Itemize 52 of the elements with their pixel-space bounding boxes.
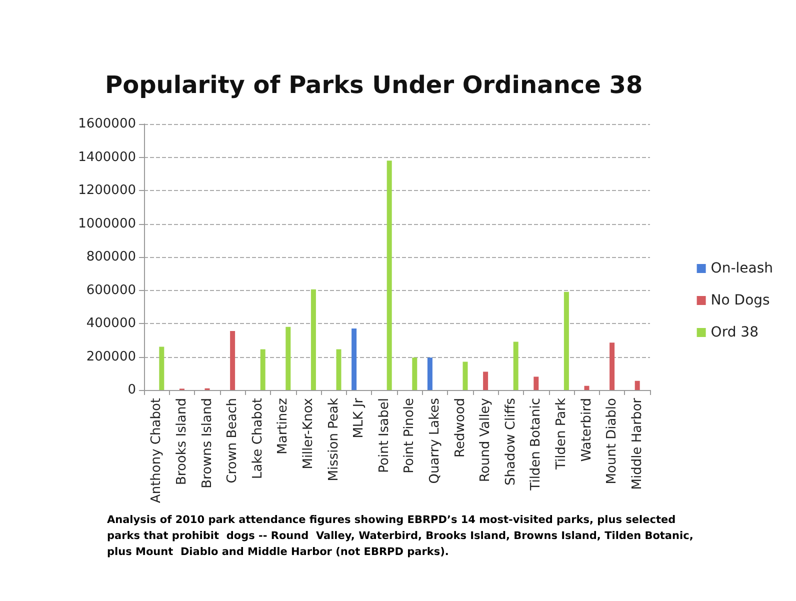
- x-tick-label: Mount Diablo: [604, 398, 620, 484]
- bar: [534, 376, 539, 390]
- x-tick-label: Point Pinole: [402, 398, 418, 474]
- bar: [584, 386, 590, 390]
- x-tick-label: MLK Jr: [352, 397, 367, 438]
- bar: [230, 330, 236, 390]
- bar: [427, 358, 432, 390]
- bar: [412, 358, 418, 390]
- x-tick-label: Miller-Knox: [300, 398, 316, 470]
- x-tick-label: Brooks Island: [174, 398, 190, 485]
- bar: [336, 349, 342, 390]
- y-tick-label: 600000: [86, 282, 136, 298]
- x-tick-label: Anthony Chabot: [149, 398, 164, 504]
- bar: [564, 292, 569, 390]
- bar: [483, 372, 488, 390]
- bar: [159, 346, 164, 390]
- text: Analysis of 2010 park attendance figures showing EBRPD’s 14 most-visited parks, plus selected parks that prohibit dogs -- Round Valley, Waterbird, Brooks Island, Browns Island, Tilden Botanic, plus Mount Diablo and Middle Harbor (not EBRPD parks).: [107, 514, 697, 558]
- x-tick-label: Crown Beach: [225, 398, 240, 484]
- bar: [260, 349, 266, 390]
- y-tick-label: 0: [128, 382, 136, 398]
- x-tick-label: Shadow Cliffs: [503, 398, 518, 486]
- bar: [386, 160, 392, 390]
- x-tick-label: Martinez: [276, 398, 291, 454]
- legend-label: Ord 38: [710, 324, 758, 340]
- bar: [286, 326, 291, 390]
- y-tick-label: 1600000: [78, 116, 136, 132]
- x-tick-label: Mission Peak: [326, 398, 342, 482]
- x-tick-label: Quarry Lakes: [427, 398, 442, 484]
- bar: [352, 328, 357, 390]
- bar: [634, 380, 640, 390]
- x-tick-label: Tilden Park: [554, 398, 569, 470]
- legend-label: No Dogs: [710, 292, 770, 308]
- y-tick-label: 800000: [86, 250, 136, 264]
- y-tick-label: 1200000: [78, 183, 136, 198]
- legend-label: On-leash: [710, 260, 774, 276]
- bar: [462, 362, 468, 390]
- y-tick-label: 400000: [86, 316, 136, 331]
- x-tick-label: Browns Island: [200, 398, 215, 488]
- bar: [610, 342, 615, 390]
- x-tick-label: Middle Harbor: [630, 397, 645, 490]
- bar: [310, 289, 316, 390]
- bar: [513, 342, 518, 390]
- chart-title: Popularity of Parks Under Ordinance 38: [105, 71, 643, 99]
- y-tick-label: 1400000: [78, 150, 136, 165]
- x-tick-label: Lake Chabot: [250, 398, 266, 479]
- x-tick-label: Tilden Botanic: [528, 398, 544, 492]
- y-tick-label: 200000: [86, 349, 136, 364]
- x-tick-label: Round Valley: [478, 398, 494, 482]
- x-tick-label: Waterbird: [579, 398, 594, 462]
- x-tick-label: Redwood: [452, 398, 468, 458]
- y-tick-label: 1000000: [78, 216, 136, 232]
- x-tick-label: Point Isabel: [376, 398, 392, 473]
